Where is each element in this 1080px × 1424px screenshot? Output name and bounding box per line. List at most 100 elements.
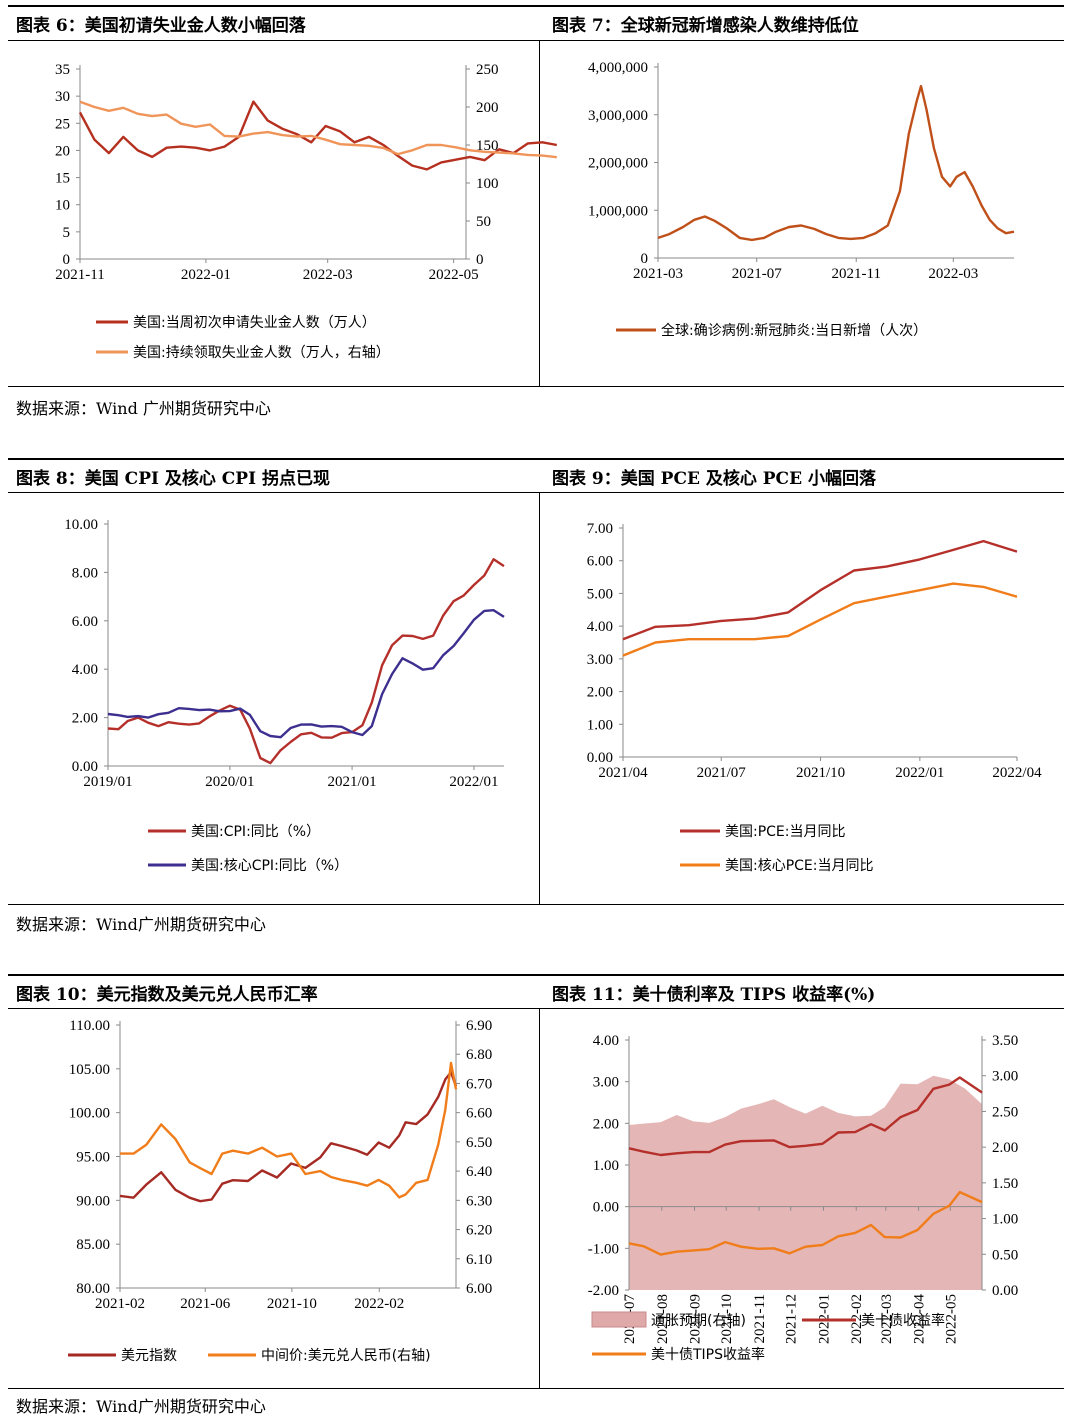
section1-divider (539, 40, 540, 386)
x-tick-label: 2022/04 (992, 765, 1042, 781)
section3-bottom-rule (8, 1388, 1064, 1389)
x-tick-label: 2021-12 (784, 1294, 800, 1344)
legend-label-0: 美国:PCE:当月同比 (725, 824, 846, 840)
y-right-tick-label: 6.50 (466, 1135, 492, 1151)
x-tick-label: 2020/01 (205, 774, 254, 790)
x-tick-label: 2021-02 (95, 1296, 145, 1312)
x-tick-label: 2022-02 (354, 1296, 404, 1312)
y-right-tick-label: 0.00 (992, 1283, 1018, 1299)
y-right-tick-label: 50 (476, 214, 491, 230)
chart-title-fig6: 图表 6：美国初请失业金人数小幅回落 (16, 16, 306, 36)
x-tick-label: 2021-10 (267, 1296, 317, 1312)
y-right-tick-label: 6.30 (466, 1193, 492, 1209)
y-right-tick-label: 6.60 (466, 1106, 492, 1122)
legend-label-0: 美元指数 (121, 1348, 177, 1364)
section2-top-rule (8, 458, 1064, 460)
x-tick-label: 2021-11 (832, 266, 881, 282)
x-tick-label: 2022-01 (181, 267, 231, 283)
series-line-0 (622, 539, 1018, 641)
y-left-tick-label: 30 (55, 89, 70, 105)
section1-bottom-rule (8, 386, 1064, 387)
chart-title-fig8: 图表 8：美国 CPI 及核心 CPI 拐点已现 (16, 469, 330, 489)
y-left-tick-label: -2.00 (588, 1283, 619, 1299)
y-left-tick-label: 105.00 (69, 1062, 110, 1078)
y-right-tick-label: 6.80 (466, 1047, 492, 1063)
series-line-1 (628, 1076, 983, 1157)
y-left-tick-label: 100.00 (69, 1106, 110, 1122)
y-left-tick-label: 4.00 (587, 619, 613, 635)
legend-label-2: 美十债TIPS收益率 (651, 1346, 765, 1363)
y-right-tick-label: 0.50 (992, 1247, 1018, 1263)
y-left-tick-label: 25 (55, 116, 70, 132)
y-left-tick-label: 5.00 (587, 586, 613, 602)
source-note-3: 数据来源：Wind广州期货研究中心 (16, 1397, 266, 1416)
y-right-tick-label: 3.00 (992, 1069, 1018, 1085)
x-tick-label: 2019/01 (83, 774, 132, 790)
legend-label-1: 美国:核心PCE:当月同比 (725, 858, 874, 874)
series-area-0 (629, 1075, 982, 1290)
y-right-tick-label: 3.50 (992, 1033, 1018, 1049)
y-left-tick-label: 4,000,000 (588, 60, 648, 76)
legend-swatch-0 (591, 1311, 647, 1328)
y-left-tick-label: 3.00 (593, 1075, 619, 1091)
chart-fig10: 80.00 85.00 90.00 95.00 100.00 105.00 110.00 6.… (68, 1018, 492, 1364)
x-tick-label: 2022-05 (429, 267, 479, 283)
x-tick-label: 2021-10 (719, 1294, 735, 1344)
y-left-tick-label: 0 (641, 251, 649, 267)
y-left-tick-label: 85.00 (76, 1237, 110, 1253)
x-tick-label: 2022-03 (879, 1294, 895, 1344)
section1-top-rule (8, 5, 1064, 7)
y-left-tick-label: 95.00 (76, 1150, 110, 1166)
y-left-tick-label: 80.00 (76, 1281, 110, 1297)
series-line-2 (628, 1190, 983, 1256)
chart-title-fig10: 图表 10：美元指数及美元兑人民币汇率 (16, 985, 318, 1005)
y-left-tick-label: 15 (55, 171, 70, 187)
y-right-tick-label: 200 (476, 100, 499, 116)
x-tick-label: 2021-07 (732, 266, 782, 282)
y-left-tick-label: 2.00 (587, 685, 613, 701)
y-right-tick-label: 2.00 (992, 1140, 1018, 1156)
legend-label-0: 全球:确诊病例:新冠肺炎:当日新增（人次） (661, 322, 927, 339)
y-left-tick-label: 6.00 (72, 614, 98, 630)
y-left-tick-label: -1.00 (588, 1241, 619, 1257)
y-left-tick-label: 10 (55, 198, 70, 214)
x-tick-label: 2021/10 (796, 765, 845, 781)
series-line-0 (107, 558, 505, 765)
y-left-tick-label: 20 (55, 143, 70, 159)
x-tick-label: 2021-11 (55, 267, 104, 283)
y-left-tick-label: 4.00 (593, 1033, 619, 1049)
y-left-tick-label: 1.00 (593, 1158, 619, 1174)
y-left-tick-label: 0 (63, 252, 71, 268)
x-tick-label: 2022-04 (912, 1294, 928, 1344)
x-tick-label: 2021-11 (752, 1294, 768, 1343)
section2-bottom-rule (8, 904, 1064, 905)
x-tick-label: 2021/07 (697, 765, 747, 781)
y-right-tick-label: 1.50 (992, 1176, 1018, 1192)
section2-header-rule (8, 492, 1064, 493)
section3-header-rule (8, 1008, 1064, 1009)
chart-title-fig9: 图表 9：美国 PCE 及核心 PCE 小幅回落 (552, 469, 876, 489)
x-tick-label: 2021-06 (180, 1296, 230, 1312)
section3-divider (539, 1008, 540, 1388)
y-left-tick-label: 1,000,000 (588, 203, 648, 219)
x-tick-label: 2021-09 (688, 1294, 704, 1344)
section1-header-rule (8, 40, 1064, 41)
chart-fig8: 0.00 2.00 4.00 6.00 8.00 10.00 2019/01 2020/01 2… (64, 517, 505, 874)
y-left-tick-label: 0.00 (72, 759, 98, 775)
y-right-tick-label: 100 (476, 176, 499, 192)
y-left-tick-label: 2.00 (593, 1116, 619, 1132)
y-left-tick-label: 1.00 (587, 717, 613, 733)
x-tick-label: 2021/04 (598, 765, 648, 781)
x-tick-label: 2022/01 (449, 774, 498, 790)
series-line-0 (78, 100, 558, 171)
y-left-tick-label: 3,000,000 (588, 108, 648, 124)
x-tick-label: 2021-03 (633, 266, 683, 282)
x-tick-label: 2022-02 (849, 1294, 865, 1344)
series-line-0 (657, 84, 1015, 242)
y-left-tick-label: 90.00 (76, 1193, 110, 1209)
y-left-tick-label: 7.00 (587, 521, 613, 537)
y-right-tick-label: 6.70 (466, 1076, 492, 1092)
legend-label-1: 美十债收益率 (861, 1312, 945, 1329)
legend-label-0: 美国:当周初次申请失业金人数（万人） (133, 314, 376, 331)
y-right-tick-label: 2.50 (992, 1104, 1018, 1120)
